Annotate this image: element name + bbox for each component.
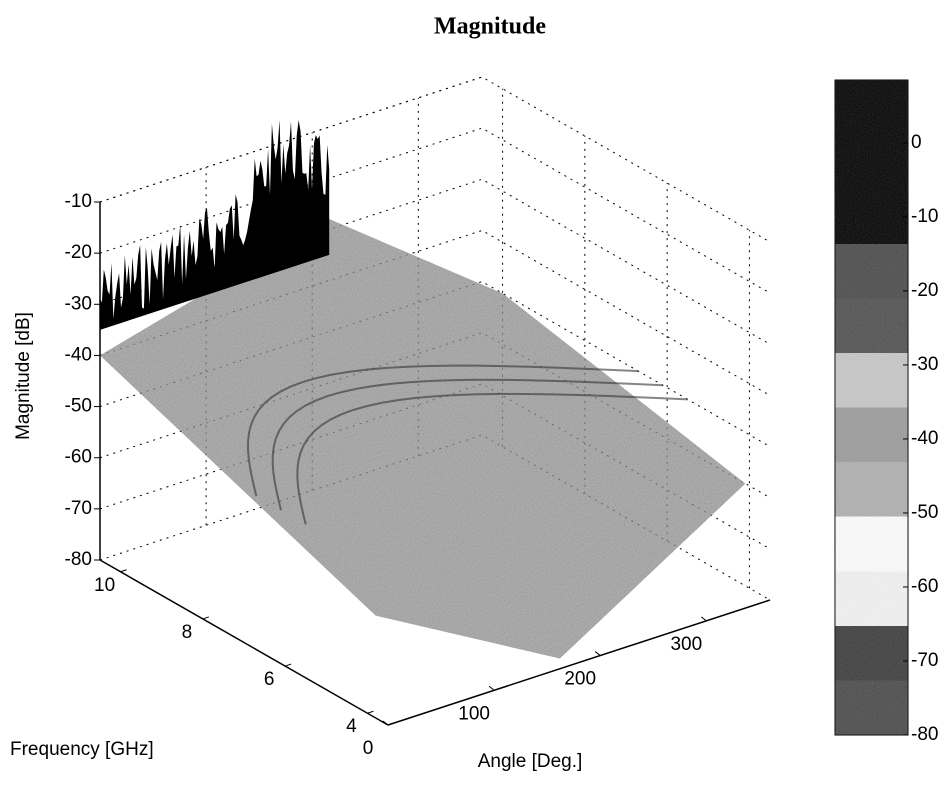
- y-tick: [120, 569, 127, 573]
- z-tick-label: -80: [65, 549, 92, 570]
- y-tick: [367, 710, 374, 714]
- colorbar-texture: [835, 80, 908, 735]
- x-axis-label: Angle [Deg.]: [478, 751, 583, 772]
- surface-body: [100, 219, 746, 659]
- surface: [100, 120, 746, 659]
- y-tick: [202, 616, 210, 620]
- colorbar-tick-label: 0: [911, 132, 922, 153]
- colorbar-tick-label: -30: [911, 354, 938, 375]
- grid-line: [99, 76, 771, 243]
- y-axis-label: Frequency [GHz]: [10, 739, 154, 760]
- x-tick: [382, 720, 389, 726]
- colorbar-tick-label: -50: [911, 502, 938, 523]
- surface-ridge: [296, 392, 688, 525]
- x-tick: [594, 651, 601, 656]
- z-tick-label: -20: [65, 242, 92, 263]
- colorbar-tick-label: -70: [911, 650, 938, 671]
- surface-ridge: [247, 364, 639, 497]
- z-tick-label: -70: [65, 498, 92, 519]
- x-tick-label: 100: [458, 703, 490, 724]
- y-axis: [99, 559, 389, 726]
- surface-peaks: [100, 120, 330, 330]
- surface-ridge: [271, 378, 664, 511]
- colorbar-tick-label: -10: [911, 206, 938, 227]
- colorbar-tick-label: -40: [911, 428, 938, 449]
- y-tick: [284, 663, 292, 667]
- x-tick: [488, 685, 495, 691]
- x-tick: [701, 616, 707, 622]
- chart-title: Magnitude: [434, 14, 546, 40]
- colorbar-tick-label: -60: [911, 576, 938, 597]
- z-tick-label: -30: [65, 293, 92, 314]
- z-tick-label: -50: [65, 396, 92, 417]
- x-tick-label: 0: [363, 738, 374, 759]
- z-tick-label: -60: [65, 447, 92, 468]
- z-axis-label: Magnitude [dB]: [13, 312, 34, 440]
- y-tick-label: 8: [182, 622, 193, 643]
- colorbar-tick-label: -20: [911, 280, 938, 301]
- x-tick-label: 300: [670, 634, 702, 655]
- grid-line: [99, 127, 771, 294]
- y-tick-label: 10: [94, 575, 115, 596]
- y-tick-label: 6: [264, 669, 275, 690]
- colorbar-tick-label: -80: [911, 724, 938, 745]
- y-tick-label: 4: [346, 716, 357, 737]
- z-tick-label: -40: [65, 344, 92, 365]
- z-tick-label: -10: [65, 191, 92, 212]
- x-tick-label: 200: [564, 669, 596, 690]
